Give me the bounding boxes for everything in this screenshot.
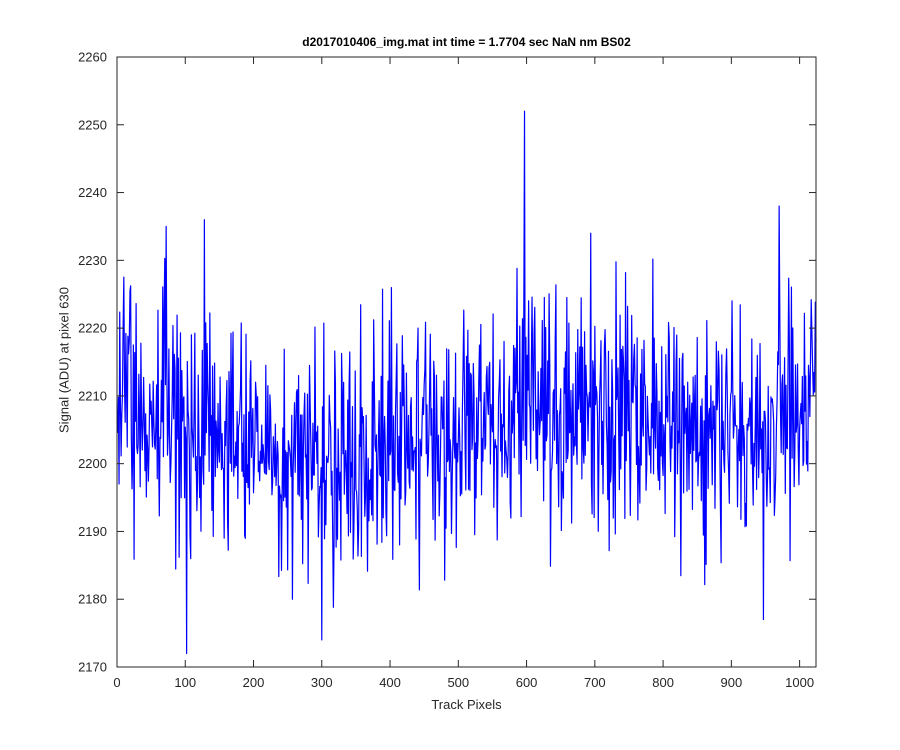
y-tick-label: 2180 bbox=[78, 592, 107, 607]
x-tick-label: 300 bbox=[311, 675, 333, 690]
x-tick-label: 1000 bbox=[785, 675, 814, 690]
chart-title: d2017010406_img.mat int time = 1.7704 se… bbox=[302, 35, 631, 49]
x-tick-label: 200 bbox=[243, 675, 265, 690]
x-tick-label: 500 bbox=[447, 675, 469, 690]
x-tick-label: 700 bbox=[584, 675, 606, 690]
x-tick-label: 100 bbox=[174, 675, 196, 690]
x-tick-label: 600 bbox=[516, 675, 538, 690]
x-axis-label: Track Pixels bbox=[431, 697, 502, 712]
y-tick-label: 2190 bbox=[78, 524, 107, 539]
y-tick-label: 2240 bbox=[78, 185, 107, 200]
y-tick-label: 2170 bbox=[78, 660, 107, 675]
y-tick-label: 2220 bbox=[78, 321, 107, 336]
x-tick-label: 800 bbox=[652, 675, 674, 690]
y-tick-label: 2200 bbox=[78, 456, 107, 471]
axes-frame bbox=[116, 56, 817, 668]
x-tick-label: 400 bbox=[379, 675, 401, 690]
y-tick-label: 2210 bbox=[78, 388, 107, 403]
series-layer bbox=[117, 110, 817, 655]
axes-layer: 0 100 200 300 400 500 600 700 800 900 1000 2170 2180… bbox=[78, 50, 817, 690]
x-tick-label: 0 bbox=[113, 675, 120, 690]
x-tick-label: 900 bbox=[721, 675, 743, 690]
y-tick-label: 2230 bbox=[78, 253, 107, 268]
y-tick-label: 2260 bbox=[78, 50, 107, 65]
series-line bbox=[117, 110, 817, 655]
y-tick-label: 2250 bbox=[78, 117, 107, 132]
